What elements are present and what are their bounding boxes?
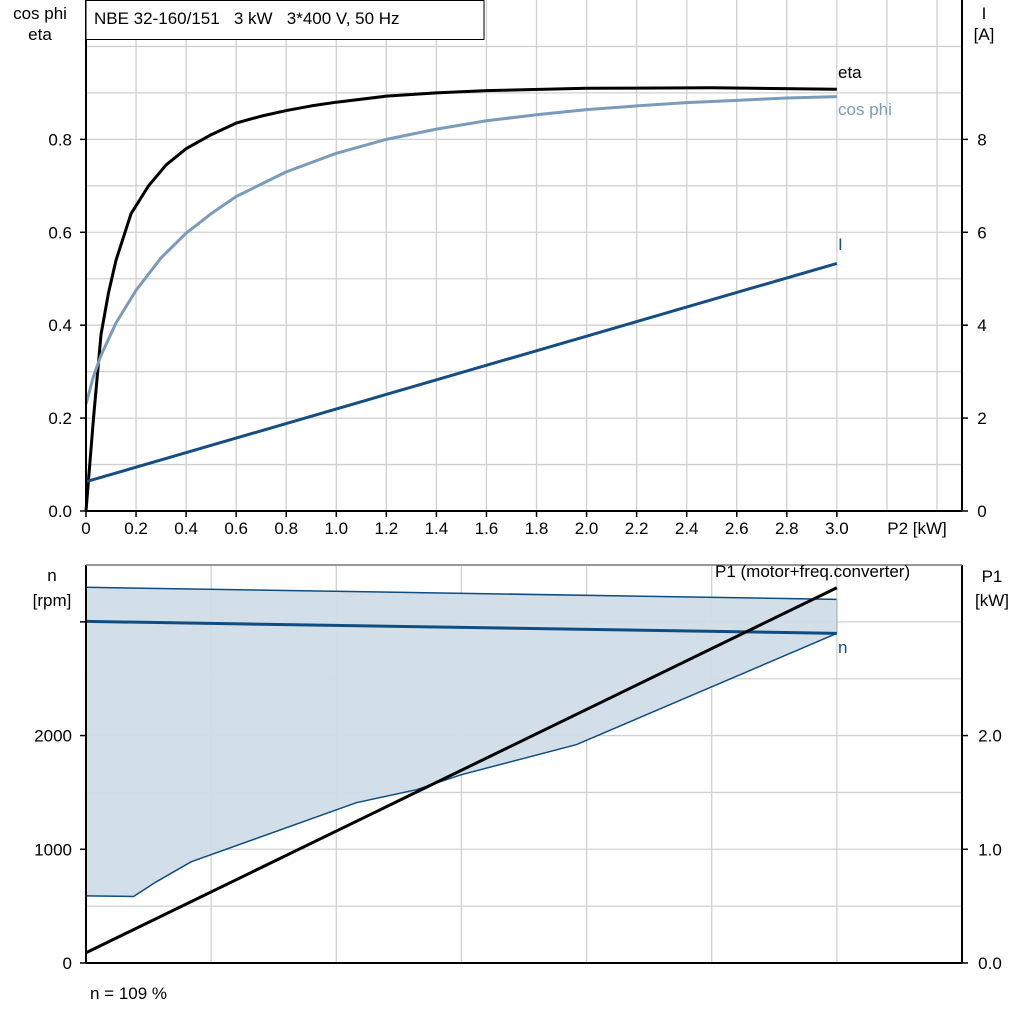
y-tick-label-left: 0	[63, 954, 72, 973]
y-tick-label-right: 1.0	[978, 840, 1002, 859]
speed-band-lower	[85, 632, 838, 898]
x-tick-label: 2.2	[625, 519, 649, 538]
x-tick-label: 2.4	[675, 519, 699, 538]
x-tick-label: 2.0	[575, 519, 599, 538]
curves	[84, 86, 838, 955]
bottom-left-axis-label-2: [rpm]	[33, 591, 72, 610]
series-line-eta	[84, 86, 837, 512]
right-axis-label-1: I	[982, 4, 987, 23]
series-label-p1: P1 (motor+freq.converter)	[715, 562, 910, 581]
y-tick-label-right: 0	[977, 502, 986, 521]
right-axis-label-2: [A]	[974, 25, 995, 44]
y-tick-label-right: 2.0	[978, 727, 1002, 746]
y-tick-label-left: 1000	[34, 840, 72, 859]
series-label-n: n	[838, 638, 847, 657]
chart-title: NBE 32-160/151 3 kW 3*400 V, 50 Hz	[94, 9, 400, 28]
speed-band-upper	[85, 586, 837, 601]
tick-labels: 0 0.2 0.4 0.6 0.8 1.0 1.2 1.4 1.6 1.8 2.0 2.2 2.4 2.6…	[34, 130, 1002, 973]
x-tick-label: 1.0	[324, 519, 348, 538]
y-tick-label-right: 0.0	[978, 954, 1002, 973]
x-tick-label: 2.8	[775, 519, 799, 538]
series-line-i	[85, 261, 838, 484]
x-tick-label: 1.2	[375, 519, 399, 538]
series-line-p1	[85, 586, 838, 955]
x-tick-label: 3.0	[825, 519, 849, 538]
x-tick-label: 0.8	[274, 519, 298, 538]
x-tick-label: 1.8	[525, 519, 549, 538]
x-tick-label: 1.6	[475, 519, 499, 538]
y-tick-label-left: 2000	[34, 727, 72, 746]
bottom-right-axis-label-1: P1	[982, 567, 1003, 586]
y-tick-label-right: 8	[977, 130, 986, 149]
y-tick-label-left: 0.2	[48, 409, 72, 428]
speed-band	[85, 586, 838, 898]
series-line-cos-phi	[84, 95, 837, 405]
bottom-right-axis-label-2: [kW]	[975, 591, 1009, 610]
x-tick-label: 0.2	[124, 519, 148, 538]
x-tick-label: 0	[81, 519, 90, 538]
top-grid	[86, 0, 962, 511]
x-tick-label: 2.6	[725, 519, 749, 538]
y-tick-label-right: 2	[977, 409, 986, 428]
bottom-left-axis-label-1: n	[47, 566, 56, 585]
y-tick-label-right: 4	[977, 316, 986, 335]
y-tick-label-left: 0.4	[48, 316, 72, 335]
speed-band-area	[86, 587, 837, 897]
title-box	[85, 0, 485, 40]
series-label-cos-phi: cos phi	[838, 100, 892, 119]
series-label-i: I	[838, 235, 843, 254]
series-label-eta: eta	[838, 63, 862, 82]
y-tick-label-left: 0.0	[48, 502, 72, 521]
y-tick-label-left: 0.8	[48, 130, 72, 149]
left-axis-label-2: eta	[28, 25, 52, 44]
left-axis-label-1: cos phi	[13, 4, 67, 23]
axes	[85, 0, 963, 964]
y-tick-label-left: 0.6	[48, 223, 72, 242]
series-line-n	[85, 619, 837, 635]
speed-annotation: n = 109 %	[90, 984, 167, 1003]
x-tick-label: 1.4	[425, 519, 449, 538]
x-tick-label: 0.6	[224, 519, 248, 538]
y-tick-label-right: 6	[977, 223, 986, 242]
x-axis-label: P2 [kW]	[887, 519, 947, 538]
x-tick-label: 0.4	[174, 519, 198, 538]
